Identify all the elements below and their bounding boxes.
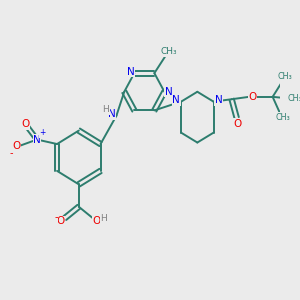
Text: CH₃: CH₃ (160, 47, 177, 56)
Text: +: + (39, 128, 46, 137)
Text: O: O (56, 216, 65, 226)
Text: H: H (100, 214, 107, 223)
Text: N: N (33, 134, 41, 145)
Text: N: N (172, 95, 180, 105)
Text: O: O (248, 92, 256, 102)
Text: O: O (234, 119, 242, 129)
Text: CH₃: CH₃ (278, 72, 292, 81)
Text: CH₃: CH₃ (275, 113, 290, 122)
Text: O: O (21, 119, 29, 129)
Text: O: O (13, 141, 21, 151)
Text: -: - (9, 148, 13, 158)
Text: H: H (103, 105, 109, 114)
Text: CH₃: CH₃ (287, 94, 300, 103)
Text: N: N (127, 67, 135, 77)
Text: N: N (215, 95, 222, 105)
Text: -: - (54, 212, 58, 222)
Text: O: O (93, 216, 101, 226)
Text: N: N (165, 87, 172, 97)
Text: N: N (107, 109, 115, 119)
